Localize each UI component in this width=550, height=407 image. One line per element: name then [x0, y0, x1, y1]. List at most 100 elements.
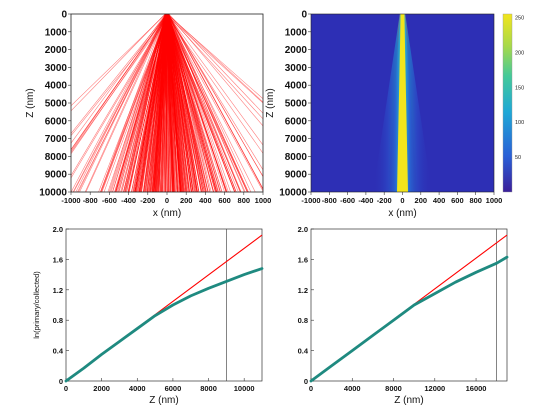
data-series-line: [309, 255, 509, 383]
plot-frame: [310, 13, 495, 193]
y-tick-label: 1000: [285, 27, 308, 38]
x-tick-label: 200: [180, 196, 193, 205]
y-axis-label: Z (nm): [265, 88, 276, 117]
trajectory-line: [127, 14, 167, 192]
y-axis-label: ln(primary/collected): [32, 271, 41, 339]
trajectory-line: [148, 14, 169, 192]
plot-frame: [70, 13, 264, 193]
y-tick-label: 0: [301, 10, 307, 21]
y-tick-label: 8000: [45, 152, 68, 163]
x-tick-label: 16000: [466, 384, 487, 393]
x-tick-label: 8000: [385, 384, 402, 393]
y-tick-label: 4000: [285, 81, 308, 92]
trajectory-line: [167, 14, 194, 192]
trajectory-line: [168, 14, 263, 114]
trajectory-line: [71, 14, 168, 155]
colorbar-tick-label: 200: [515, 50, 524, 56]
trajectory-line: [165, 14, 249, 192]
trajectory-line: [168, 14, 209, 192]
x-tick-label: 6000: [165, 384, 182, 393]
trajectory-line: [166, 14, 263, 146]
trajectory-line: [100, 14, 166, 192]
trajectory-line: [150, 14, 166, 192]
trajectory-line: [167, 14, 245, 192]
x-tick-label: 600: [451, 196, 464, 205]
x-tick-label: 400: [433, 196, 446, 205]
trajectory-line: [140, 14, 169, 192]
x-tick-label: 10000: [234, 384, 255, 393]
trajectory-line: [73, 14, 168, 192]
y-tick-label: 6000: [285, 116, 308, 127]
x-tick-label: -200: [140, 196, 155, 205]
y-tick-label: 1.2: [298, 286, 308, 295]
colorbar-tick-label: 100: [515, 120, 524, 126]
trajectory-line: [168, 14, 217, 192]
heatmap-plot: -1000 -800 -600 -400 -200 0 200 400 600 800 100001…: [265, 10, 524, 220]
trajectory-line: [165, 14, 174, 192]
trajectory-line: [166, 14, 177, 192]
trajectory-line: [71, 14, 166, 192]
trajectory-line: [71, 14, 169, 179]
trajectory-line: [71, 14, 166, 144]
y-tick-label: 1.6: [53, 255, 63, 264]
trajectory-line: [166, 14, 263, 171]
trajectory-line: [115, 14, 167, 192]
y-tick-label: 7000: [285, 134, 308, 145]
trajectory-line: [165, 14, 263, 104]
y-axis-label: Z (nm): [25, 88, 36, 117]
x-tick-label: 2000: [93, 384, 110, 393]
y-tick-label: 2000: [285, 45, 308, 56]
trajectory-line: [165, 14, 227, 192]
y-tick-label: 10000: [279, 188, 307, 199]
beam-core: [397, 14, 408, 192]
x-tick-label: -400: [358, 196, 373, 205]
trajectory-line: [71, 14, 168, 134]
trajectory-line: [165, 14, 197, 192]
y-tick-label: 2000: [45, 45, 68, 56]
y-tick-label: 1.6: [298, 255, 308, 264]
data-series-line: [64, 267, 264, 383]
y-tick-label: 2.0: [298, 225, 308, 234]
x-tick-label: 12000: [424, 384, 445, 393]
beam-source: [165, 14, 169, 20]
x-tick-label: 0: [309, 384, 313, 393]
y-tick-label: 0: [59, 377, 63, 386]
x-tick-label: 0: [400, 196, 404, 205]
trajectory-line: [71, 14, 166, 107]
x-tick-label: 0: [165, 196, 169, 205]
colorbar-tick-label: 250: [515, 15, 524, 21]
trajectory-line: [71, 14, 167, 152]
y-tick-label: 0.8: [298, 316, 308, 325]
trajectory-line: [168, 14, 252, 192]
trajectory-line: [115, 14, 167, 192]
trajectory-line: [167, 14, 263, 127]
x-axis-label: Z (nm): [394, 395, 423, 406]
trajectory-line: [166, 14, 191, 192]
x-tick-label: 4000: [344, 384, 361, 393]
trajectory-line: [100, 14, 169, 192]
x-tick-label: 4000: [129, 384, 146, 393]
trajectory-line: [124, 14, 169, 192]
y-tick-label: 0.4: [298, 347, 309, 356]
trajectory-lines: [71, 14, 263, 192]
y-tick-label: 0: [61, 10, 67, 21]
y-tick-label: 1.2: [53, 286, 63, 295]
trajectory-line: [165, 14, 236, 192]
x-tick-label: 1000: [255, 196, 272, 205]
x-axis-label: x (nm): [153, 208, 181, 219]
x-axis-label: Z (nm): [149, 395, 178, 406]
trajectory-line: [71, 14, 170, 137]
trajectory-line: [128, 14, 169, 192]
x-tick-label: 400: [199, 196, 212, 205]
colorbar-tick-label: 150: [515, 85, 524, 91]
trajectory-line: [167, 14, 263, 103]
ln-ratio-plot-right: 0 0.4 0.8 1.2 1.6 2.0 0 4000 8000 12000 16000 Z (nm…: [298, 225, 509, 406]
x-tick-label: 800: [238, 196, 251, 205]
x-tick-label: -800: [322, 196, 337, 205]
trajectory-line: [166, 14, 209, 192]
y-tick-label: 0.8: [53, 316, 63, 325]
trajectory-line: [167, 14, 242, 192]
x-tick-label: -600: [102, 196, 117, 205]
x-tick-label: 800: [469, 196, 482, 205]
